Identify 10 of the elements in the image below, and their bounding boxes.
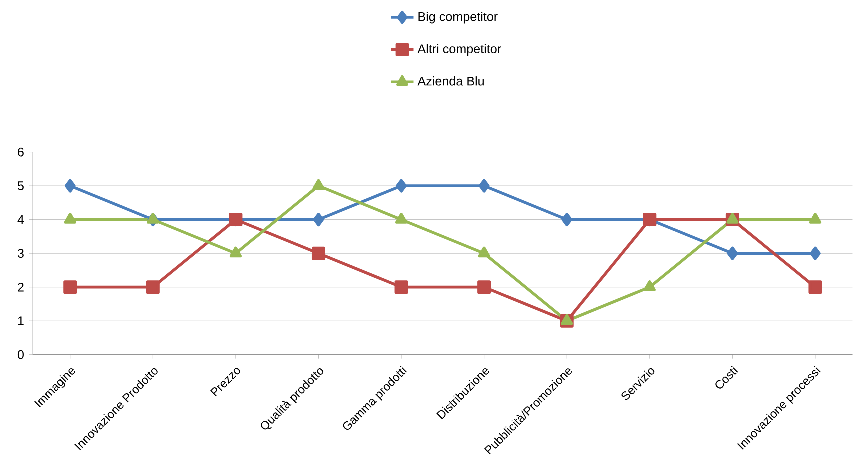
y-tick-label: 3 bbox=[18, 249, 24, 258]
legend-label: Azienda Blu bbox=[418, 76, 484, 86]
y-tick-label: 6 bbox=[18, 148, 24, 157]
y-tick-label: 2 bbox=[18, 283, 24, 292]
y-tick-label: 0 bbox=[18, 350, 24, 360]
legend-label: Altri competitor bbox=[418, 44, 502, 56]
y-tick-label: 5 bbox=[18, 182, 24, 191]
legend-label: Big competitor bbox=[418, 12, 498, 24]
y-tick-label: 1 bbox=[18, 316, 24, 326]
y-tick-label: 4 bbox=[18, 216, 24, 224]
